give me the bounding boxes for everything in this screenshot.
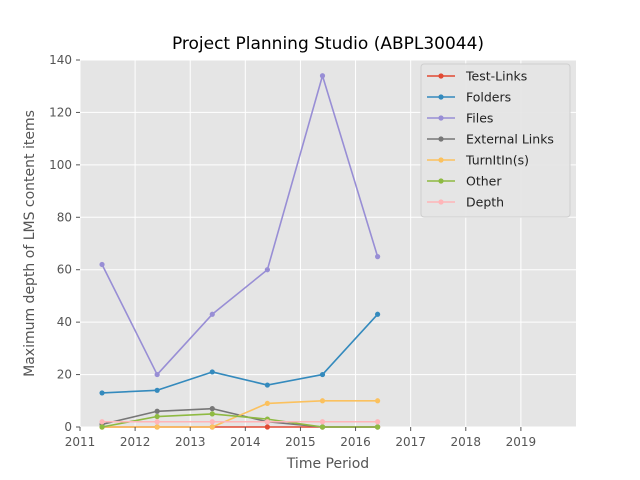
legend-label-files: Files [466,111,493,126]
legend-marker-external-links [438,136,444,142]
data-point-other [99,424,105,430]
data-point-depth [209,419,215,425]
x-tick-label: 2013 [175,435,206,449]
data-point-external-links [154,408,160,414]
data-point-files [264,267,270,273]
data-point-files [154,371,160,378]
series-line-other [101,413,378,428]
legend-marker-turnitin-s [438,157,444,163]
x-tick-label: 2011 [65,435,96,449]
data-point-depth [319,419,326,425]
y-axis-label: Maximum depth of LMS content items [22,110,38,377]
legend-label-other: Other [466,174,502,189]
series-line-folders [102,313,379,394]
series-layer [99,73,381,430]
data-point-folders [264,382,270,388]
legend: Test-Links Folders Files External Links Turn… [420,63,571,218]
data-point-test-links [264,424,270,430]
x-axis-label: Time Period [286,456,369,472]
data-point-depth [154,419,160,425]
data-point-files [209,311,215,317]
x-tick-label: 2015 [285,435,316,449]
data-point-depth [264,419,270,425]
series-line-turnitin-s [102,399,378,428]
data-point-turnitin-s [264,400,270,407]
legend-label-folders: Folders [466,90,511,105]
data-point-external-links [209,406,215,412]
data-point-turnitin-s [209,424,215,430]
y-tick-label: 40 [57,315,72,329]
y-tick-label: 80 [57,210,72,224]
data-point-other [209,411,215,417]
data-point-files [99,261,105,268]
data-point-other [319,424,326,430]
data-point-depth [375,419,381,425]
legend-label-turnitin-s: TurnItIn(s) [465,153,529,168]
data-point-turnitin-s [375,398,381,404]
series-line-files [101,74,379,376]
y-tick-label: 100 [49,158,72,172]
legend-label-depth: Depth [466,195,504,210]
legend-marker-folders [438,94,444,100]
x-tick-label: 2012 [120,435,151,449]
y-tick-label: 120 [49,105,72,119]
y-tick-label: 20 [57,368,72,382]
y-axis-ticks: 0 20 40 60 80 100 120 140 [49,53,80,434]
x-tick-label: 2017 [395,435,426,449]
legend-marker-depth [438,199,444,205]
legend-label-test-links: Test-Links [465,69,527,84]
y-tick-label: 0 [64,420,72,434]
x-tick-label: 2016 [340,435,371,449]
legend-marker-other [438,178,444,184]
data-point-folders [154,387,160,393]
x-tick-label: 2014 [230,435,261,449]
data-point-folders [99,390,105,396]
data-point-depth [99,419,105,425]
data-point-turnitin-s [154,424,160,430]
series-depth [99,419,381,425]
data-point-folders [375,311,381,317]
legend-marker-test-links [438,73,444,79]
y-tick-label: 140 [49,53,72,67]
data-point-other [375,424,381,430]
series-folders [99,311,381,396]
chart-title: Project Planning Studio (ABPL30044) [172,34,484,54]
data-point-folders [319,371,326,378]
data-point-folders [209,369,215,375]
series-turnitin-s [99,398,381,430]
legend-box [420,63,571,218]
y-tick-label: 60 [57,263,72,277]
data-point-files [375,254,381,260]
x-tick-label: 2019 [506,435,537,449]
x-axis-ticks: 2011 2012 2013 2014 2015 2016 2017 2018 2019 [65,427,536,449]
legend-marker-files [438,115,444,121]
series-files [99,73,381,378]
data-point-turnitin-s [319,398,326,404]
data-point-other [154,413,160,420]
data-point-files [319,73,326,79]
x-tick-label: 2018 [451,435,482,449]
legend-label-external-links: External Links [466,132,554,147]
series-other [99,411,381,430]
